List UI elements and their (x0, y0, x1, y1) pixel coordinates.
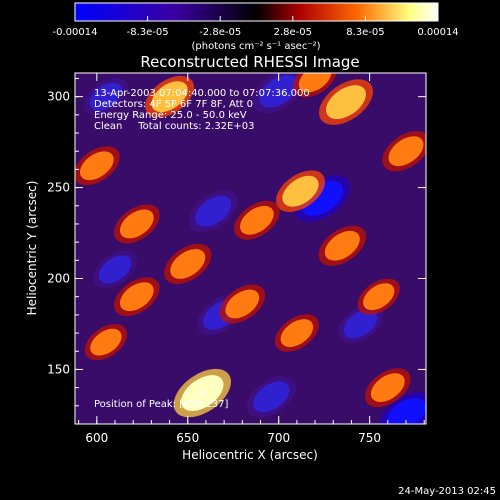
colorbar-unit-label: (photons cm⁻² s⁻¹ asec⁻²) (191, 41, 320, 52)
axis-ticks: 600 650 700 750 150 200 250 300 (47, 73, 426, 445)
x-tick-label: 650 (176, 431, 199, 445)
bright-source-blob (145, 75, 195, 118)
bright-source-blob (276, 170, 326, 213)
bright-source-blob (114, 277, 160, 317)
colorbar-tick-label: -0.00014 (53, 27, 98, 38)
dark-source-blob (378, 392, 426, 424)
colorbar-tick-label: 8.3e-05 (346, 27, 384, 38)
peak-marker (200, 391, 205, 396)
dark-source-blob (93, 250, 137, 289)
x-tick-label: 600 (85, 431, 108, 445)
peak-position-label: Position of Peak: [658,137] (94, 399, 228, 410)
dark-source-blob (246, 375, 296, 418)
plot-frame (74, 72, 427, 425)
annotation-time-range: 13-Apr-2003 07:04:40.000 to 07:07:36.000 (94, 88, 310, 99)
y-axis-label: Heliocentric Y (arcsec) (25, 181, 39, 316)
heatmap-image (75, 73, 426, 424)
footer-timestamp: 24-May-2013 02:45 (398, 486, 496, 497)
dark-source-blob (188, 190, 238, 233)
dark-source-blob (252, 73, 305, 114)
x-tick-label: 750 (358, 431, 381, 445)
bright-source-blob (364, 368, 411, 408)
bright-source-blob (164, 243, 212, 285)
bright-source-blob (357, 278, 400, 315)
colorbar-tick-label: 0.00014 (417, 27, 458, 38)
bright-source-blob (318, 79, 373, 125)
colorbar (74, 2, 439, 22)
bright-source-blob (318, 225, 366, 266)
bright-source-blob (219, 284, 266, 324)
bright-source-blob (114, 204, 160, 244)
bright-source-blob (234, 200, 280, 240)
x-tick-label: 700 (267, 431, 290, 445)
y-tick-label: 250 (47, 181, 70, 195)
bright-source-blob (293, 73, 338, 98)
y-tick-label: 150 (47, 362, 70, 376)
annotation-detectors: Detectors: 4F 5F 6F 7F 8F, Att 0 (94, 99, 253, 110)
colorbar-ticks: -0.00014 -8.3e-05 -2.8e-05 2.8e-05 8.3e-05 0.… (53, 16, 459, 38)
bright-source-blob (84, 324, 128, 361)
bright-source-blob (274, 314, 319, 352)
x-axis-label: Heliocentric X (arcsec) (182, 448, 318, 462)
colorbar-tick-label: -8.3e-05 (127, 27, 169, 38)
chart-title: Reconstructed RHESSI Image (140, 53, 359, 71)
colorbar-tick-label: 2.8e-05 (274, 27, 312, 38)
y-tick-label: 200 (47, 272, 70, 286)
annotation-clean-counts: Clean Total counts: 2.32E+03 (94, 121, 254, 132)
y-tick-label: 300 (47, 90, 70, 104)
annotation-energy-range: Energy Range: 25.0 - 50.0 keV (94, 110, 247, 121)
bright-source-blob (75, 146, 120, 186)
bright-source-blob (382, 131, 426, 172)
dark-source-blob (83, 77, 128, 116)
colorbar-tick-label: -2.8e-05 (199, 27, 241, 38)
